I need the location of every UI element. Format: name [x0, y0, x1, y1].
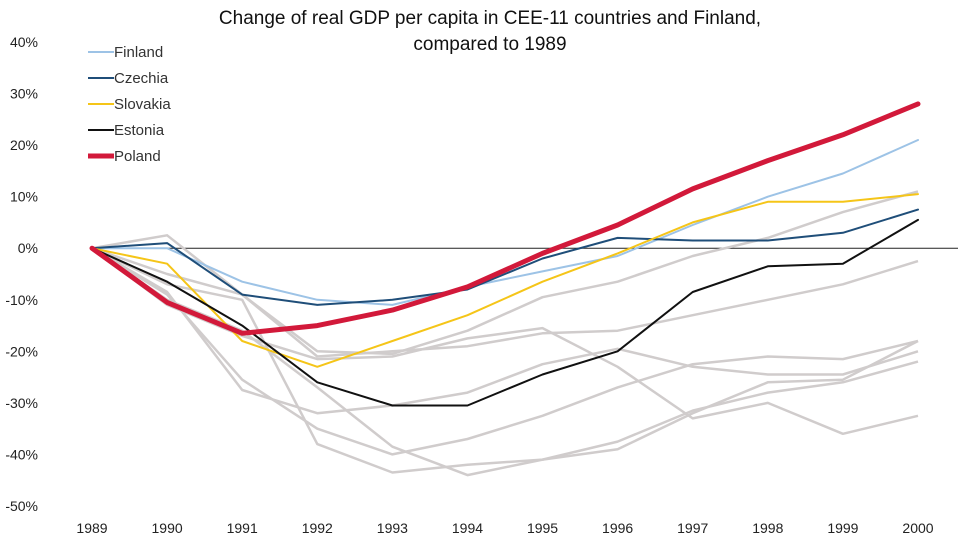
- highlighted-series: [89, 101, 921, 407]
- legend: Finland Czechia Slovakia Estonia Poland: [88, 44, 171, 165]
- x-tick-label: 2000: [902, 520, 933, 536]
- series-line-finland: [91, 139, 919, 306]
- y-tick-label: -20%: [5, 343, 38, 359]
- background-series: [91, 190, 919, 477]
- y-tick-label: 40%: [10, 34, 38, 50]
- legend-label: Czechia: [114, 70, 169, 87]
- legend-label: Slovakia: [114, 96, 171, 113]
- series-line-other: [91, 190, 919, 356]
- x-axis-labels: 1989 1990 1991 1992 1993 1994 1995 1996 1997 1998…: [76, 520, 933, 536]
- y-axis-labels: 40% 30% 20% 10% 0% -10% -20% -30% -40% -50%: [5, 34, 38, 514]
- chart-title: Change of real GDP per capita in CEE-11 …: [150, 6, 830, 58]
- y-tick-label: -30%: [5, 395, 38, 411]
- legend-label: Estonia: [114, 122, 165, 139]
- y-tick-label: -40%: [5, 446, 38, 462]
- series-line-other: [91, 247, 919, 456]
- y-tick-label: 30%: [10, 86, 38, 102]
- y-tick-label: 20%: [10, 137, 38, 153]
- y-tick-label: 10%: [10, 189, 38, 205]
- x-tick-label: 1991: [227, 520, 258, 536]
- series-line-other: [91, 247, 919, 415]
- x-tick-label: 1997: [677, 520, 708, 536]
- series-line-other: [91, 247, 919, 477]
- series-line-other: [91, 247, 919, 358]
- y-tick-label: -50%: [5, 498, 38, 514]
- series-line-poland: [89, 101, 921, 336]
- x-tick-label: 1993: [377, 520, 408, 536]
- y-tick-label: -10%: [5, 292, 38, 308]
- x-tick-label: 1992: [302, 520, 333, 536]
- x-tick-label: 1996: [602, 520, 633, 536]
- chart-title-line-1: Change of real GDP per capita in CEE-11 …: [218, 8, 762, 29]
- x-tick-label: 1994: [452, 520, 483, 536]
- x-tick-label: 1999: [827, 520, 858, 536]
- x-tick-label: 1989: [76, 520, 107, 536]
- chart-title-line-2: compared to 1989: [413, 34, 567, 55]
- x-tick-label: 1998: [752, 520, 783, 536]
- series-line-estonia: [91, 218, 919, 407]
- x-tick-label: 1995: [527, 520, 558, 536]
- legend-label: Poland: [114, 148, 161, 165]
- legend-label: Finland: [114, 44, 163, 61]
- x-tick-label: 1990: [152, 520, 183, 536]
- series-line-other: [91, 247, 919, 474]
- y-tick-label: 0%: [18, 240, 38, 256]
- series-line-czechia: [91, 208, 919, 306]
